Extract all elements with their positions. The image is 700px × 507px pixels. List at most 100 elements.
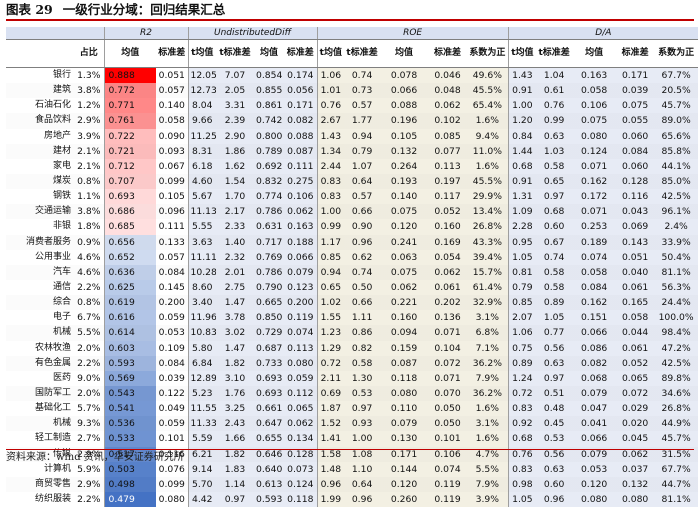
roe-positive-cell: 3.9% <box>467 492 508 507</box>
roe-positive-cell: 43.3% <box>467 235 508 250</box>
da-positive-cell: 44.1% <box>654 159 698 174</box>
roe-positive-cell: 36.2% <box>467 356 508 371</box>
roe-tstd-cell: 0.96 <box>344 492 380 507</box>
ud-tmean-cell: 4.42 <box>188 492 216 507</box>
da-mean-cell: 0.163 <box>572 68 616 84</box>
roe-tstd-cell: 0.82 <box>344 341 380 356</box>
da-mean-cell: 0.151 <box>572 310 616 325</box>
roe-tmean-cell: 2.11 <box>317 371 344 386</box>
ud-tmean-cell: 12.89 <box>188 371 216 386</box>
roe-std-cell: 0.071 <box>428 325 467 340</box>
roe-tstd-cell: 0.79 <box>344 144 380 159</box>
ud-tmean-cell: 5.23 <box>188 386 216 401</box>
r2-std-cell: 0.096 <box>156 204 188 219</box>
da-mean-cell: 0.071 <box>572 159 616 174</box>
roe-tmean-cell: 0.94 <box>317 265 344 280</box>
ud-mean-cell: 0.693 <box>254 371 284 386</box>
ud-tmean-cell: 10.28 <box>188 265 216 280</box>
r2-std-cell: 0.058 <box>156 113 188 128</box>
da-tstd-cell: 0.56 <box>536 341 572 356</box>
roe-positive-cell: 13.4% <box>467 204 508 219</box>
r2-mean-cell: 0.761 <box>104 113 156 128</box>
ud-tstd-cell: 3.02 <box>216 325 254 340</box>
roe-std-cell: 0.117 <box>428 189 467 204</box>
roe-std-cell: 0.160 <box>428 219 467 234</box>
ud-tstd-cell: 0.97 <box>216 492 254 507</box>
roe-positive-cell: 65.4% <box>467 98 508 113</box>
share-cell: 2.0% <box>74 386 104 401</box>
roe-positive-cell: 26.8% <box>467 219 508 234</box>
r2-mean-cell: 0.712 <box>104 159 156 174</box>
roe-mean-cell: 0.062 <box>380 280 428 295</box>
roe-tstd-cell: 0.86 <box>344 325 380 340</box>
industry-cell: 公用事业 <box>6 250 74 265</box>
r2-mean-cell: 0.721 <box>104 144 156 159</box>
roe-tmean-cell: 1.34 <box>317 144 344 159</box>
da-positive-cell: 65.6% <box>654 129 698 144</box>
share-cell: 3.8% <box>74 83 104 98</box>
ud-std-cell: 0.080 <box>284 356 317 371</box>
r2-std-cell: 0.109 <box>156 341 188 356</box>
da-positive-cell: 85.8% <box>654 144 698 159</box>
share-cell: 2.1% <box>74 159 104 174</box>
roe-tstd-cell: 0.57 <box>344 189 380 204</box>
roe-std-cell: 0.062 <box>428 98 467 113</box>
industry-cell: 汽车 <box>6 265 74 280</box>
da-std-cell: 0.084 <box>616 144 654 159</box>
share-cell: 1.1% <box>74 189 104 204</box>
r2-std-cell: 0.105 <box>156 189 188 204</box>
ud-std-cell: 0.188 <box>284 235 317 250</box>
da-tmean-cell: 0.72 <box>508 386 536 401</box>
da-std-cell: 0.116 <box>616 189 654 204</box>
da-std-cell: 0.061 <box>616 280 654 295</box>
da-positive-header: 系数为正 <box>654 40 698 68</box>
roe-group-header: ROE <box>317 27 508 40</box>
roe-tmean-cell: 1.02 <box>317 295 344 310</box>
da-std-cell: 0.069 <box>616 219 654 234</box>
roe-positive-cell: 49.6% <box>467 68 508 84</box>
da-std-cell: 0.045 <box>616 431 654 446</box>
share-cell: 2.7% <box>74 431 104 446</box>
da-tstd-cell: 1.03 <box>536 144 572 159</box>
roe-tmean-cell: 2.44 <box>317 159 344 174</box>
r2-group-header: R2 <box>104 27 188 40</box>
roe-tmean-cell: 1.43 <box>317 129 344 144</box>
da-tmean-cell: 1.09 <box>508 204 536 219</box>
da-tmean-header: t均值 <box>508 40 536 68</box>
roe-positive-cell: 45.5% <box>467 83 508 98</box>
ud-std-cell: 0.163 <box>284 219 317 234</box>
r2-mean-cell: 0.707 <box>104 174 156 189</box>
da-std-cell: 0.072 <box>616 386 654 401</box>
share-cell: 5.5% <box>74 325 104 340</box>
ud-std-cell: 0.062 <box>284 204 317 219</box>
roe-mean-cell: 0.160 <box>380 310 428 325</box>
ud-tstd-cell: 3.78 <box>216 310 254 325</box>
roe-tstd-cell: 0.58 <box>344 356 380 371</box>
roe-std-cell: 0.136 <box>428 310 467 325</box>
roe-positive-cell: 6.8% <box>467 325 508 340</box>
industry-cell: 通信 <box>6 280 74 295</box>
source-note: 资料来源：wind 资讯，华安证券研究所 <box>6 449 694 466</box>
ud-mean-cell: 0.861 <box>254 98 284 113</box>
industry-cell: 商贸零售 <box>6 477 74 492</box>
r2-std-cell: 0.145 <box>156 280 188 295</box>
da-tstd-cell: 0.74 <box>536 250 572 265</box>
r2-std-cell: 0.057 <box>156 83 188 98</box>
da-tstd-cell: 0.60 <box>536 477 572 492</box>
da-tmean-cell: 0.84 <box>508 129 536 144</box>
roe-std-cell: 0.101 <box>428 431 467 446</box>
ud-tstd-cell: 1.82 <box>216 356 254 371</box>
ud-std-cell: 0.082 <box>284 113 317 128</box>
ud-mean-cell: 0.854 <box>254 68 284 84</box>
ud-tstd-cell: 1.66 <box>216 431 254 446</box>
ud-tstd-cell: 2.17 <box>216 204 254 219</box>
r2-mean-cell: 0.541 <box>104 401 156 416</box>
ud-tstd-cell: 2.90 <box>216 129 254 144</box>
industry-cell: 建筑 <box>6 83 74 98</box>
da-std-cell: 0.061 <box>616 341 654 356</box>
ud-tstd-cell: 1.70 <box>216 189 254 204</box>
roe-tmean-header: t均值 <box>317 40 344 68</box>
da-std-cell: 0.020 <box>616 416 654 431</box>
